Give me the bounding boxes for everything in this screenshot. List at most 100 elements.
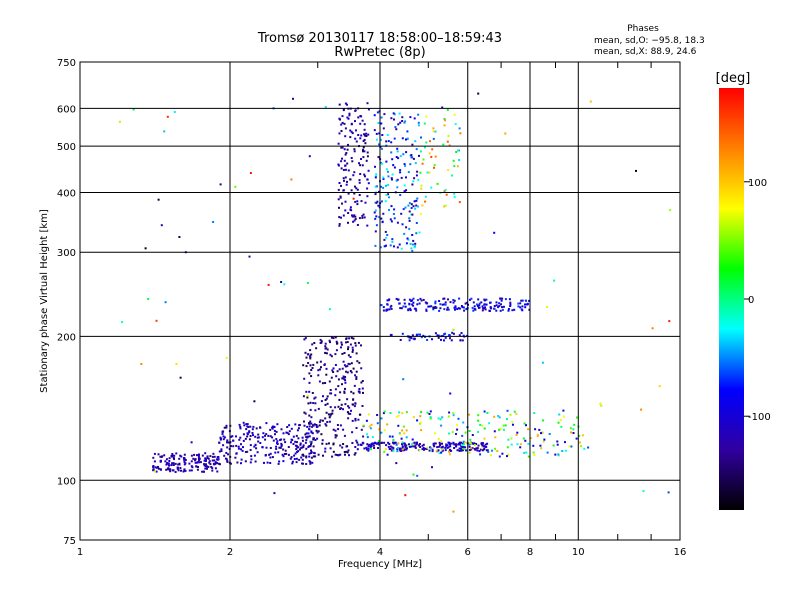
data-point bbox=[651, 327, 654, 330]
data-point bbox=[334, 429, 337, 432]
data-point bbox=[269, 456, 272, 459]
data-point bbox=[366, 195, 369, 198]
data-point bbox=[427, 305, 430, 308]
data-point bbox=[443, 339, 445, 342]
data-point bbox=[328, 380, 331, 383]
data-point bbox=[399, 339, 402, 341]
data-point bbox=[171, 469, 174, 472]
data-point bbox=[374, 442, 377, 445]
data-point bbox=[347, 117, 350, 120]
data-point bbox=[493, 415, 496, 418]
data-point bbox=[295, 441, 298, 444]
data-point bbox=[445, 444, 448, 447]
data-point bbox=[342, 428, 345, 431]
data-point bbox=[410, 445, 413, 448]
data-point bbox=[314, 439, 317, 441]
data-point bbox=[462, 421, 465, 424]
data-point bbox=[155, 470, 158, 473]
data-point bbox=[355, 378, 358, 380]
data-point bbox=[411, 249, 414, 252]
data-point bbox=[353, 171, 356, 174]
data-point bbox=[170, 464, 173, 467]
data-point bbox=[352, 197, 355, 200]
data-point bbox=[564, 441, 566, 444]
data-point bbox=[165, 463, 168, 466]
y-tick-label: 300 bbox=[57, 248, 76, 259]
data-point bbox=[404, 494, 407, 497]
data-point bbox=[448, 411, 451, 414]
data-point bbox=[324, 399, 327, 401]
data-point bbox=[225, 458, 228, 461]
data-point bbox=[372, 444, 375, 447]
data-point bbox=[556, 443, 559, 446]
data-point bbox=[419, 422, 421, 425]
data-point bbox=[354, 342, 357, 345]
data-point bbox=[448, 443, 451, 446]
data-point bbox=[394, 126, 397, 129]
data-point bbox=[408, 298, 411, 301]
data-point bbox=[420, 184, 423, 187]
data-point bbox=[344, 176, 347, 179]
data-point bbox=[441, 448, 443, 451]
data-point bbox=[341, 146, 344, 149]
data-point bbox=[197, 461, 200, 464]
data-point bbox=[291, 460, 294, 463]
data-point bbox=[444, 446, 447, 449]
data-point bbox=[401, 441, 404, 444]
data-point bbox=[337, 163, 340, 166]
data-point bbox=[430, 447, 433, 450]
data-point bbox=[218, 441, 221, 444]
data-point bbox=[338, 223, 341, 225]
data-point bbox=[178, 462, 181, 465]
data-point bbox=[323, 363, 326, 366]
data-point bbox=[390, 151, 393, 154]
data-point bbox=[425, 115, 428, 118]
data-point bbox=[358, 217, 361, 220]
data-point bbox=[340, 167, 343, 170]
data-point bbox=[432, 442, 435, 445]
data-point bbox=[316, 361, 319, 364]
data-point bbox=[406, 130, 409, 133]
data-point bbox=[450, 339, 453, 342]
data-point bbox=[417, 124, 420, 127]
data-point bbox=[541, 431, 544, 434]
data-point bbox=[332, 450, 335, 453]
data-point bbox=[461, 434, 464, 437]
data-point bbox=[443, 297, 446, 300]
data-point bbox=[306, 396, 309, 399]
data-point bbox=[275, 438, 278, 441]
data-point bbox=[341, 446, 344, 449]
data-point bbox=[353, 219, 356, 222]
data-point bbox=[337, 188, 340, 191]
data-point bbox=[279, 446, 282, 449]
data-point bbox=[459, 339, 462, 342]
data-point bbox=[481, 442, 484, 444]
data-point bbox=[152, 465, 155, 467]
data-point bbox=[449, 448, 451, 451]
data-point bbox=[384, 230, 387, 233]
data-point bbox=[310, 430, 313, 433]
data-point bbox=[497, 306, 500, 309]
data-point bbox=[245, 423, 248, 426]
data-point bbox=[348, 337, 351, 340]
data-point bbox=[341, 121, 344, 124]
data-point bbox=[361, 119, 364, 122]
data-point bbox=[401, 429, 404, 432]
data-point bbox=[350, 409, 352, 412]
data-point bbox=[337, 142, 340, 145]
data-point bbox=[354, 120, 356, 123]
data-point bbox=[374, 193, 377, 196]
data-point bbox=[516, 431, 519, 434]
data-point bbox=[172, 457, 175, 459]
data-point bbox=[329, 341, 331, 344]
data-point bbox=[416, 299, 419, 302]
data-point bbox=[561, 450, 564, 452]
data-point bbox=[367, 182, 370, 185]
data-point bbox=[160, 224, 163, 227]
data-point bbox=[315, 347, 318, 350]
data-point bbox=[461, 306, 464, 309]
data-point bbox=[399, 155, 402, 157]
data-point bbox=[222, 435, 225, 438]
data-point bbox=[349, 208, 352, 211]
data-point bbox=[448, 453, 451, 456]
